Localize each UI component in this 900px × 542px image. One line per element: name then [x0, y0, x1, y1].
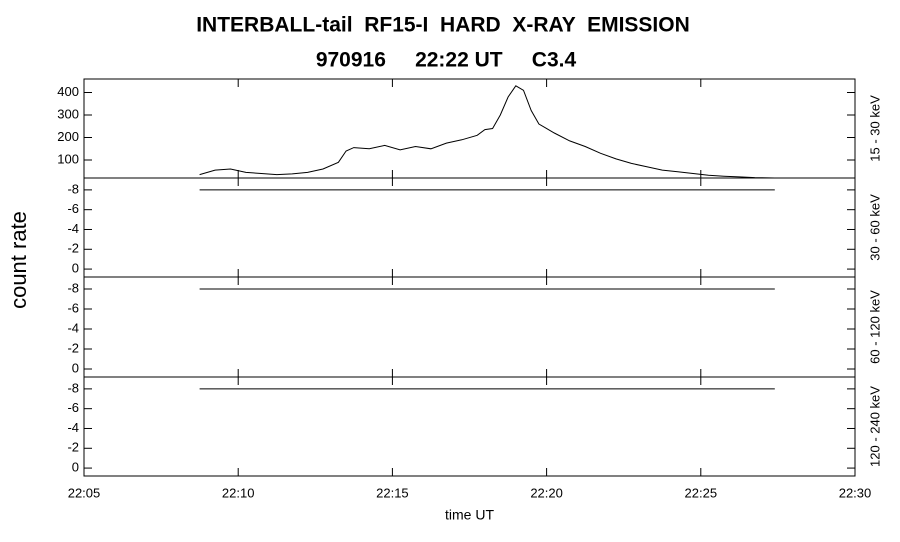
- panel-label: 15 - 30 keV: [867, 95, 882, 162]
- panel-label: 60 - 120 keV: [867, 290, 882, 364]
- x-tick-label: 22:30: [839, 485, 872, 500]
- x-tick-label: 22:05: [68, 485, 101, 500]
- y-tick-label: 0: [72, 261, 79, 276]
- y-tick-label: 0: [72, 360, 79, 375]
- y-tick-label: -2: [67, 440, 79, 455]
- y-tick-label: 100: [57, 151, 79, 166]
- y-tick-label: 200: [57, 129, 79, 144]
- x-axis-label: time UT: [445, 507, 494, 523]
- y-tick-label: -6: [67, 201, 79, 216]
- chart-subtitle: 970916 22:22 UT C3.4: [316, 49, 577, 72]
- chart-title: INTERBALL-tail RF15-I HARD X-RAY EMISSIO…: [196, 14, 690, 37]
- panel-label: 30 - 60 keV: [867, 194, 882, 261]
- y-tick-label: -2: [67, 340, 79, 355]
- y-tick-label: -6: [67, 300, 79, 315]
- y-tick-label: -4: [67, 221, 79, 236]
- panel-frame: [83, 376, 856, 477]
- x-tick-label: 22:25: [685, 485, 718, 500]
- panel-label: 120 - 240 keV: [867, 386, 882, 467]
- y-tick-label: -2: [67, 241, 79, 256]
- y-tick-label: 300: [57, 106, 79, 121]
- y-tick-label: 400: [57, 84, 79, 99]
- y-tick-label: -8: [67, 280, 79, 295]
- data-line: [199, 85, 775, 179]
- x-tick-label: 22:20: [530, 485, 563, 500]
- y-axis-label: count rate: [6, 211, 31, 309]
- y-tick-label: -8: [67, 380, 79, 395]
- y-tick-label: -6: [67, 400, 79, 415]
- y-tick-label: -8: [67, 181, 79, 196]
- y-tick-label: -4: [67, 320, 79, 335]
- y-tick-label: -4: [67, 420, 79, 435]
- x-tick-label: 22:10: [222, 485, 255, 500]
- x-tick-label: 22:15: [376, 485, 409, 500]
- y-tick-label: 0: [72, 460, 79, 475]
